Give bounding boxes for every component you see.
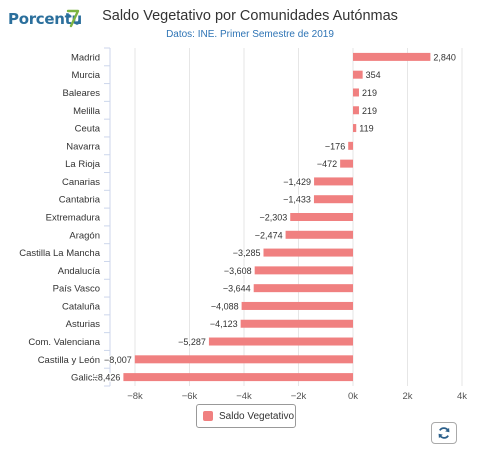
legend-swatch xyxy=(203,411,213,421)
bar xyxy=(353,106,359,115)
bar xyxy=(353,52,431,61)
data-label: −176 xyxy=(325,141,345,151)
data-label: 219 xyxy=(362,88,377,98)
data-label: −4,123 xyxy=(210,319,238,329)
data-label: −4,088 xyxy=(211,301,239,311)
category-label: Cataluña xyxy=(62,301,101,312)
percent-logo-icon xyxy=(66,9,80,28)
bar xyxy=(314,177,353,186)
data-label: 354 xyxy=(366,70,381,80)
x-tick-label: 2k xyxy=(402,391,412,402)
bar xyxy=(241,301,353,310)
logo: Porcentu xyxy=(8,6,88,34)
data-label: −3,285 xyxy=(233,248,261,258)
bar xyxy=(348,141,353,150)
refresh-icon xyxy=(438,427,450,439)
data-label: 119 xyxy=(359,124,373,134)
category-label: Navarra xyxy=(66,141,101,152)
data-label: −8,007 xyxy=(104,355,132,365)
bar xyxy=(340,159,353,168)
chart-subtitle: Datos: INE. Primer Semestre de 2019 xyxy=(166,29,334,40)
category-label: Andalucía xyxy=(58,266,101,277)
data-label: −1,429 xyxy=(283,177,311,187)
category-label: País Vasco xyxy=(53,284,100,295)
category-label: Castilla La Mancha xyxy=(19,248,101,259)
category-label: Cantabria xyxy=(59,195,101,206)
bar xyxy=(263,248,353,257)
bar xyxy=(240,319,353,328)
category-label: Melilla xyxy=(73,106,101,117)
bar xyxy=(353,124,357,133)
x-tick-label: −6k xyxy=(182,391,198,402)
bar xyxy=(285,230,353,239)
category-label: Aragón xyxy=(69,230,100,241)
bar xyxy=(353,70,363,79)
data-label: −3,608 xyxy=(224,266,252,276)
category-label: Extremadura xyxy=(46,213,101,224)
bar xyxy=(253,284,353,293)
legend-label: Saldo Vegetativo xyxy=(219,410,295,422)
legend-item[interactable]: Saldo Vegetativo xyxy=(196,404,296,428)
bar xyxy=(313,195,353,204)
bar xyxy=(290,213,353,221)
bar xyxy=(134,355,353,364)
category-label: Ceuta xyxy=(75,124,101,135)
bar xyxy=(353,88,359,97)
category-label: Castilla y León xyxy=(38,355,100,366)
data-label: −472 xyxy=(317,159,337,169)
data-label: −1,433 xyxy=(283,195,311,205)
category-label: La Rioja xyxy=(65,159,101,170)
data-label: 2,840 xyxy=(433,52,456,62)
category-label: Com. Valenciana xyxy=(28,337,100,348)
data-label: −3,644 xyxy=(223,284,251,294)
chart-title: Saldo Vegetativo por Comunidades Autónma… xyxy=(102,8,398,24)
data-label: −2,474 xyxy=(255,230,283,240)
bar xyxy=(123,373,353,382)
x-tick-label: 0k xyxy=(348,391,358,402)
data-label: 219 xyxy=(362,106,377,116)
category-label: Canarias xyxy=(62,177,100,188)
category-label: Galicia xyxy=(71,373,101,384)
data-label: −5,287 xyxy=(178,337,206,347)
data-label: −8,426 xyxy=(93,373,121,383)
refresh-button[interactable] xyxy=(431,422,457,444)
category-label: Madrid xyxy=(71,52,100,63)
x-tick-label: −8k xyxy=(127,391,143,402)
bar xyxy=(254,266,353,275)
x-tick-label: −4k xyxy=(236,391,252,402)
x-tick-label: −2k xyxy=(291,391,307,402)
bar xyxy=(208,337,353,346)
category-label: Murcia xyxy=(71,70,100,81)
data-label: −2,303 xyxy=(259,213,287,223)
x-tick-label: 4k xyxy=(457,391,467,402)
category-label: Asturias xyxy=(66,319,101,330)
logo-text: Porcentu xyxy=(8,10,82,28)
category-label: Baleares xyxy=(63,88,101,99)
